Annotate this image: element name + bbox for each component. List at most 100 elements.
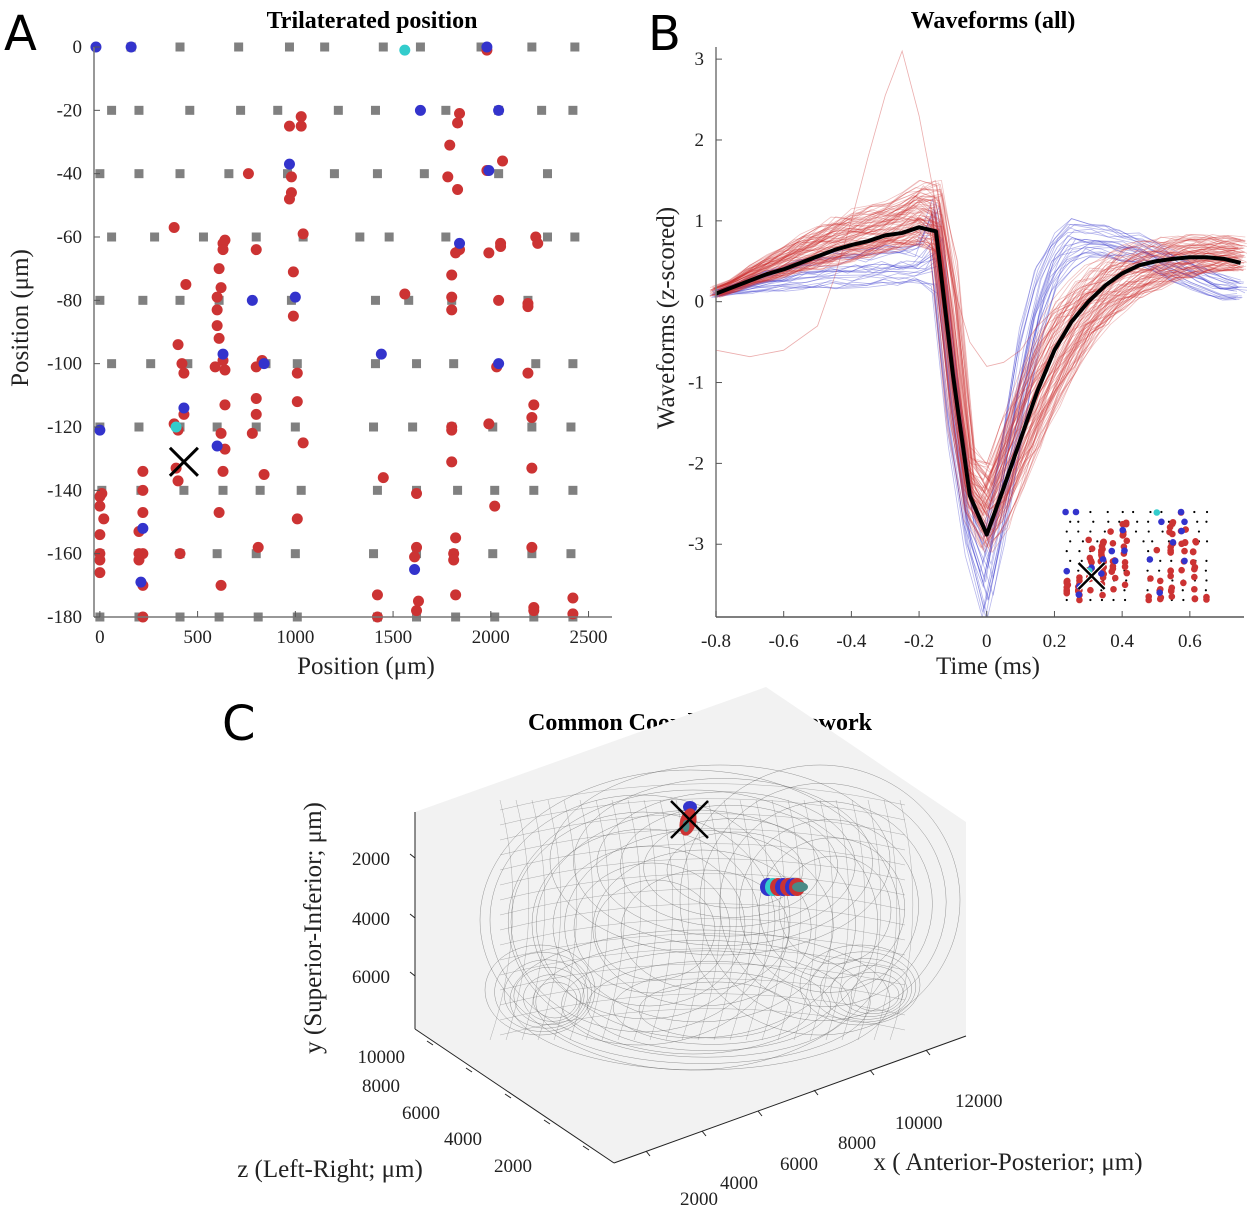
waveform-line xyxy=(715,203,1241,502)
electrode-site xyxy=(224,169,234,179)
electrode-site xyxy=(175,169,185,179)
mesh-contour xyxy=(549,764,891,956)
x-tick-label: -0.4 xyxy=(836,631,867,652)
waveform-line xyxy=(722,247,1247,596)
y-tick-label: 3 xyxy=(695,49,705,70)
waveform-line xyxy=(715,229,1240,535)
panel-b-ylabel: Waveforms (z-scored) xyxy=(653,207,680,429)
inset-site xyxy=(1077,520,1080,523)
electrode-site xyxy=(570,42,580,52)
mesh-contour xyxy=(643,818,821,918)
unit-point xyxy=(450,589,462,601)
electrode-site xyxy=(175,42,185,52)
electrode-site xyxy=(320,42,330,52)
electrode-site xyxy=(107,105,117,115)
inset-unit-point xyxy=(1099,591,1106,599)
waveform-line xyxy=(712,246,1238,589)
inset-unit-point xyxy=(1123,537,1131,545)
z-tick xyxy=(504,1093,512,1099)
mesh-contour xyxy=(513,966,585,1026)
mean-waveform xyxy=(715,225,1242,537)
waveform-line xyxy=(712,234,1238,565)
waveform-line xyxy=(712,195,1238,480)
y-tick-label: -180 xyxy=(47,607,82,628)
electrode-site xyxy=(198,232,208,242)
mesh-contour xyxy=(592,849,812,1007)
inset-site xyxy=(1080,559,1083,562)
mesh-contour xyxy=(830,965,908,1017)
unit-point xyxy=(246,294,258,306)
mesh-line xyxy=(499,828,906,856)
panel-a-axes: 0 -20 -40 -60 -80 -100 -120 -140 -160 -180 0 500 100… xyxy=(47,37,612,648)
panel-b-axes: 3 2 1 0 -1 -2 -3 -0.8 -0.6 -0.4 -0.2 0 0.2 0.4 0.6 xyxy=(688,47,1244,652)
waveform-line xyxy=(722,222,1247,533)
y-tick-label: 0 xyxy=(73,37,83,58)
mesh-line xyxy=(617,799,642,1041)
unit-point xyxy=(250,408,262,420)
inset-site xyxy=(1142,540,1145,543)
probe-inset xyxy=(1062,508,1210,604)
waveform-line xyxy=(709,216,1235,520)
inset-site xyxy=(1146,569,1149,572)
waveform-line xyxy=(713,199,1239,494)
electrode-site xyxy=(236,105,246,115)
inset-unit-point xyxy=(1072,508,1080,516)
y-tick-label: -1 xyxy=(688,373,704,394)
waveform-line xyxy=(711,230,1237,551)
unit-point xyxy=(522,367,534,379)
waveform-line xyxy=(719,240,1244,543)
electrode-site xyxy=(542,169,552,179)
x-tick xyxy=(645,1150,651,1157)
x-tick-label: 1000 xyxy=(276,627,314,648)
electrode-site xyxy=(255,485,265,495)
waveform-line xyxy=(711,251,1237,618)
y-tick-label: -3 xyxy=(688,534,704,555)
inset-site xyxy=(1125,579,1128,582)
electrode-site xyxy=(449,359,459,369)
unit-point xyxy=(446,424,458,436)
inset-unit-point xyxy=(1110,585,1117,593)
inset-site xyxy=(1069,520,1072,523)
waveform-line xyxy=(720,224,1246,536)
mesh-contour xyxy=(619,804,839,928)
inset-unit-point xyxy=(1088,559,1095,566)
mesh-contour xyxy=(587,960,831,1052)
mesh-contour xyxy=(573,778,873,946)
electrode-site xyxy=(441,105,451,115)
x-tick xyxy=(869,1069,875,1076)
inset-site xyxy=(1123,589,1126,592)
y-tick xyxy=(409,913,416,919)
mesh-contour xyxy=(799,944,921,1026)
mesh-contour xyxy=(561,950,851,1058)
unit-point xyxy=(526,462,538,474)
unit-point xyxy=(94,500,106,512)
waveform-line xyxy=(709,236,1235,539)
unit-point xyxy=(448,554,460,566)
x-tick-label: 0.2 xyxy=(1043,631,1067,652)
electrode-site xyxy=(415,42,425,52)
inset-site xyxy=(1193,510,1196,514)
unit-point xyxy=(450,247,462,259)
mesh-contour xyxy=(531,828,761,1020)
inset-unit-point xyxy=(1108,568,1116,575)
mesh-contour xyxy=(489,794,791,1046)
panel-c-zlabel: z (Left-Right; μm) xyxy=(237,1156,423,1183)
mesh-contour xyxy=(666,831,804,909)
waveform-line xyxy=(713,242,1239,533)
mesh-line xyxy=(553,799,578,1041)
unit-point xyxy=(211,320,223,332)
unit-point xyxy=(168,222,180,233)
unit-point xyxy=(170,421,182,433)
inset-unit-point xyxy=(1145,596,1153,604)
waveform-line xyxy=(713,204,1239,492)
unit-point xyxy=(371,589,383,601)
x-tick-label: 500 xyxy=(183,627,212,648)
ccf-back-pane xyxy=(415,687,966,1163)
inset-unit-point xyxy=(1178,527,1185,535)
unit-point xyxy=(135,576,147,588)
unit-point xyxy=(96,488,108,499)
mesh-line xyxy=(697,799,722,1041)
electrode-site xyxy=(527,42,537,52)
inset-site xyxy=(1197,530,1201,533)
mesh-line xyxy=(499,918,906,946)
